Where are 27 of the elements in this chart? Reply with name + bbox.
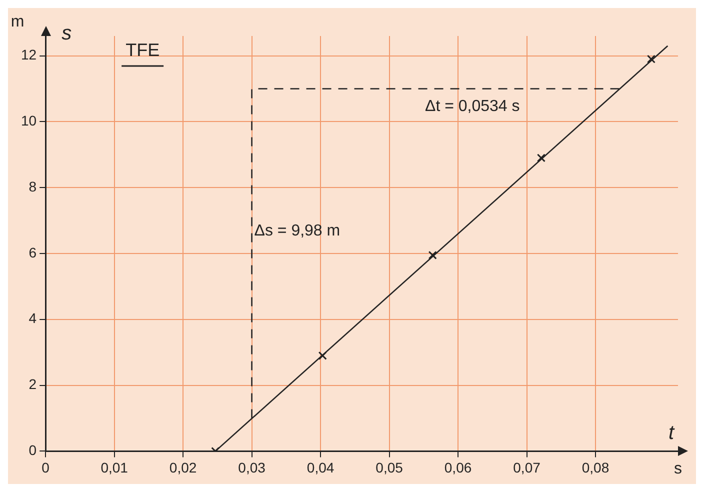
y-tick-label: 4 (28, 310, 37, 326)
x-tick-label: 0,01 (100, 459, 128, 476)
x-tick-label: 0,07 (513, 459, 541, 476)
x-axis-title: t (668, 422, 676, 444)
text: m (10, 13, 24, 30)
chart-title: TFE (126, 40, 160, 60)
x-tick-label: 0,03 (238, 459, 266, 476)
text: s (674, 460, 682, 478)
y-tick-label: 8 (28, 178, 37, 194)
point (536, 154, 546, 162)
y-axis-title: s (62, 22, 72, 45)
point (428, 250, 437, 260)
x-tick-label: 0 (42, 459, 50, 476)
y-tick-label: 10 (20, 112, 37, 129)
point (318, 351, 327, 360)
y-tick-label: 12 (20, 46, 37, 63)
point (646, 54, 656, 64)
y-tick-label: 2 (28, 376, 37, 392)
x-tick-label: 0,08 (582, 459, 610, 476)
y-tick-label: 0 (28, 442, 37, 458)
x-tick-label: 0,06 (444, 459, 472, 476)
y-tick-label: 6 (28, 244, 37, 260)
x-tick-label: 0,02 (169, 459, 197, 476)
x-tick-label: 0,05 (376, 459, 404, 476)
annotation: Δs = 9,98 m (254, 222, 340, 240)
annotation: Δt = 0,0534 s (425, 98, 520, 115)
x-tick-label: 0,04 (306, 459, 334, 476)
